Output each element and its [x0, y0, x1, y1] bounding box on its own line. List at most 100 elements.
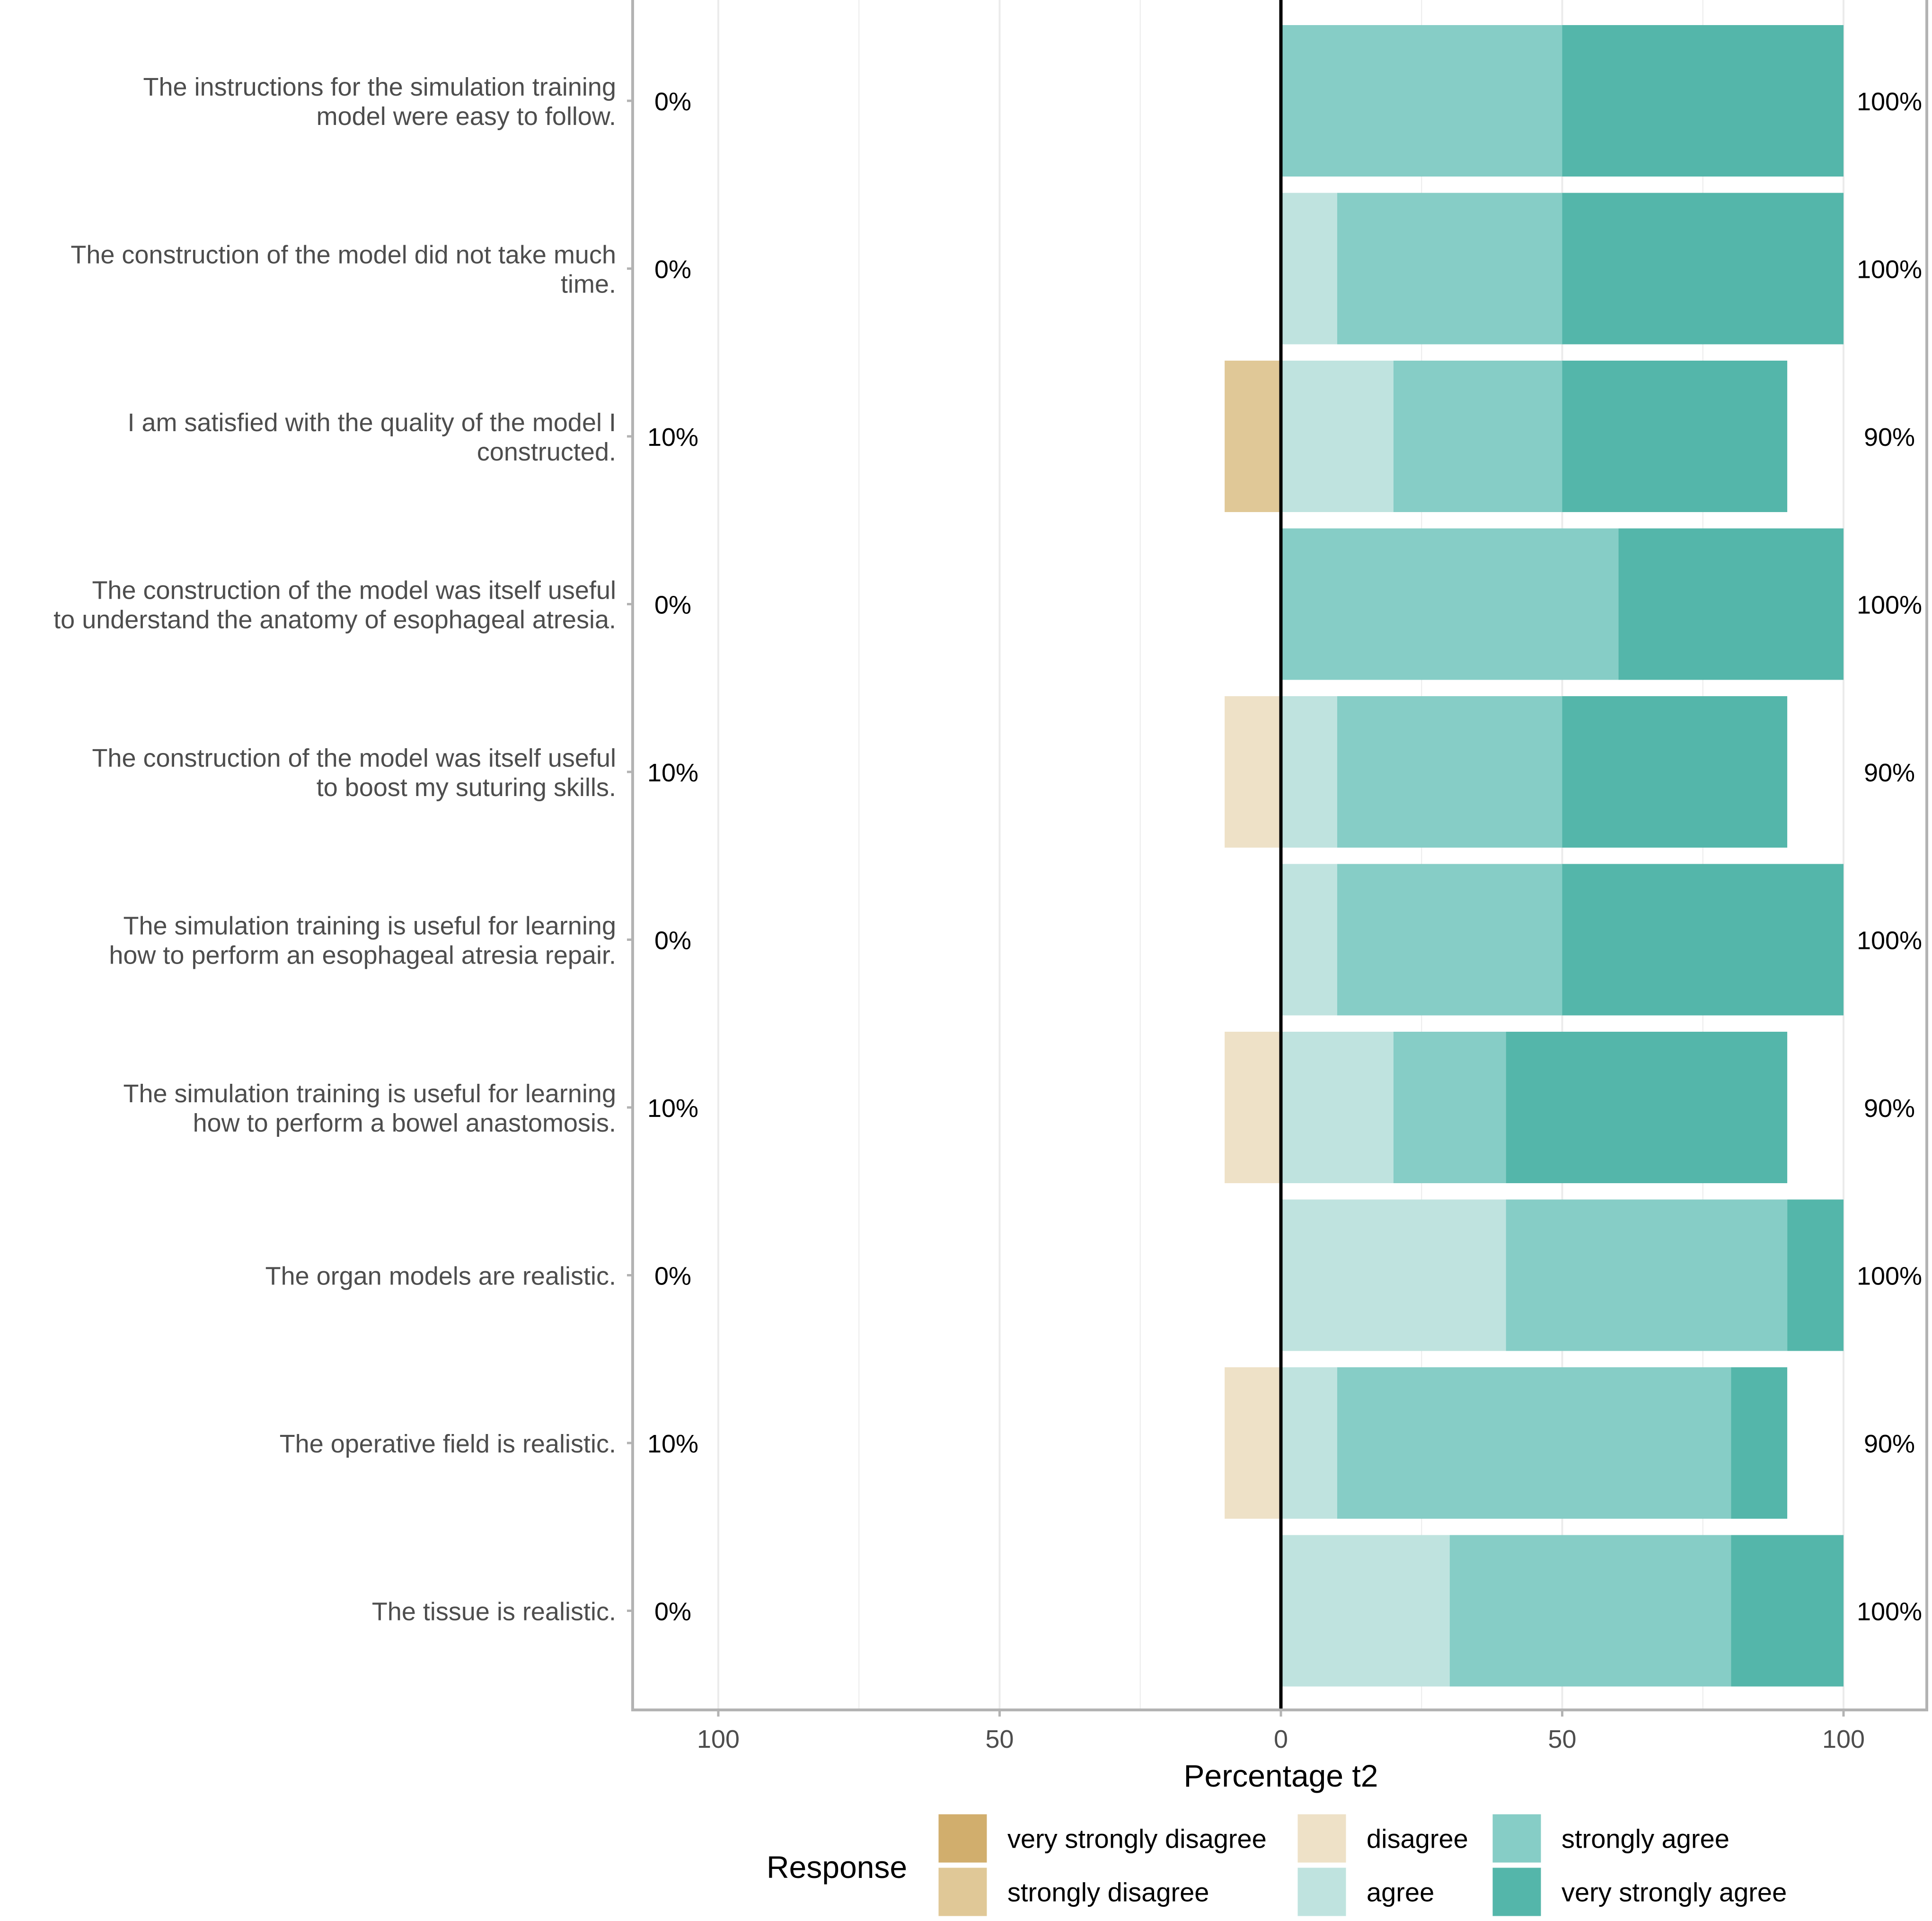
left-percent-label: 10%	[647, 423, 698, 451]
right-percent-label: 90%	[1864, 1094, 1915, 1123]
item-label-line: The construction of the model was itself…	[92, 576, 616, 605]
bar-agree	[1281, 864, 1337, 1016]
bar-disagree	[1225, 696, 1281, 848]
bar-strongly-agree	[1393, 361, 1562, 512]
bar-disagree	[1225, 1032, 1281, 1183]
bar-very-strongly-agree	[1731, 1535, 1844, 1687]
right-percent-label: 90%	[1864, 1430, 1915, 1458]
item-label: The instructions for the simulation trai…	[143, 73, 616, 131]
bar-strongly-disagree	[1225, 361, 1281, 512]
left-percent-label: 0%	[654, 1598, 691, 1626]
item-label-line: The organ models are realistic.	[265, 1262, 616, 1291]
bar-very-strongly-agree	[1562, 696, 1788, 848]
bar-strongly-agree	[1337, 864, 1562, 1016]
right-percent-label: 100%	[1857, 1262, 1922, 1291]
item-label: The simulation training is useful for le…	[109, 912, 616, 970]
item-label-line: The construction of the model was itself…	[92, 744, 616, 772]
item-label: The construction of the model was itself…	[53, 576, 616, 634]
bar-disagree	[1225, 1367, 1281, 1519]
item-label: The construction of the model was itself…	[92, 744, 616, 802]
legend-swatch-very-strongly-agree	[1491, 1866, 1543, 1918]
percent-labels: 0% 100% 0% 100% 10% 90% 0% 100% 10% 90% 0% 100% 10% 9…	[647, 88, 1922, 1626]
left-percent-label: 0%	[654, 256, 691, 284]
bar-strongly-agree	[1337, 1367, 1731, 1519]
bar-very-strongly-agree	[1618, 528, 1844, 680]
item-label: The operative field is realistic.	[280, 1430, 616, 1458]
right-percent-label: 90%	[1864, 759, 1915, 787]
right-percent-label: 100%	[1857, 591, 1922, 620]
legend-label: strongly agree	[1561, 1824, 1729, 1854]
bar-agree	[1281, 193, 1337, 345]
item-label-line: The simulation training is useful for le…	[123, 1080, 616, 1108]
item-label-line: The tissue is realistic.	[372, 1598, 616, 1626]
bars	[1225, 25, 1844, 1687]
x-tick-label: 50	[1548, 1725, 1576, 1753]
x-tick-label: 50	[985, 1725, 1014, 1753]
item-label-line: The operative field is realistic.	[280, 1430, 616, 1458]
item-label-line: how to perform an esophageal atresia rep…	[109, 941, 616, 970]
x-axis-title: Percentage t2	[1184, 1758, 1378, 1793]
bar-very-strongly-agree	[1562, 864, 1844, 1016]
left-percent-label: 0%	[654, 88, 691, 116]
item-label-line: The instructions for the simulation trai…	[143, 73, 616, 101]
bar-very-strongly-agree	[1506, 1032, 1788, 1183]
item-label-line: model were easy to follow.	[317, 102, 616, 131]
item-label: The construction of the model did not ta…	[71, 241, 616, 299]
bar-strongly-agree	[1337, 696, 1562, 848]
bar-strongly-agree	[1281, 528, 1619, 680]
legend-title: Response	[767, 1850, 907, 1885]
bar-strongly-agree	[1281, 25, 1562, 177]
bar-agree	[1281, 1032, 1394, 1183]
legend-label: very strongly agree	[1561, 1877, 1787, 1907]
bar-agree	[1281, 1199, 1506, 1351]
left-percent-label: 0%	[654, 1262, 691, 1291]
left-percent-label: 10%	[647, 759, 698, 787]
item-label: I am satisfied with the quality of the m…	[127, 408, 616, 466]
x-tick-label: 0	[1274, 1725, 1288, 1753]
legend-label: strongly disagree	[1007, 1877, 1209, 1907]
bar-agree	[1281, 361, 1394, 512]
left-percent-label: 0%	[654, 591, 691, 620]
x-axis: 100 50 0 50 100	[697, 1710, 1865, 1753]
item-label: The simulation training is useful for le…	[123, 1080, 616, 1137]
bar-strongly-agree	[1393, 1032, 1506, 1183]
x-tick-label: 100	[1822, 1725, 1865, 1753]
right-percent-label: 100%	[1857, 927, 1922, 955]
legend-label: disagree	[1367, 1824, 1468, 1854]
bar-agree	[1281, 1367, 1337, 1519]
item-label: The tissue is realistic.	[372, 1598, 616, 1626]
bar-strongly-agree	[1449, 1535, 1731, 1687]
item-labels: The instructions for the simulation trai…	[53, 73, 633, 1626]
bar-agree	[1281, 696, 1337, 848]
legend-label: agree	[1367, 1877, 1434, 1907]
bar-strongly-agree	[1337, 193, 1562, 345]
right-percent-label: 100%	[1857, 1598, 1922, 1626]
right-percent-label: 90%	[1864, 423, 1915, 451]
bar-agree	[1281, 1535, 1450, 1687]
right-percent-label: 100%	[1857, 256, 1922, 284]
legend-swatch-strongly-agree	[1491, 1813, 1543, 1864]
legend-label: very strongly disagree	[1007, 1824, 1267, 1854]
item-label-line: to boost my suturing skills.	[317, 773, 616, 802]
item-label-line: The construction of the model did not ta…	[71, 241, 616, 269]
bar-very-strongly-agree	[1562, 25, 1844, 177]
item-label: The organ models are realistic.	[265, 1262, 616, 1291]
legend: Response very strongly disagree strongly d…	[767, 1813, 1787, 1918]
left-percent-label: 10%	[647, 1094, 698, 1123]
left-percent-label: 10%	[647, 1430, 698, 1458]
item-label-line: The simulation training is useful for le…	[123, 912, 616, 940]
bar-very-strongly-agree	[1562, 193, 1844, 345]
bar-strongly-agree	[1506, 1199, 1788, 1351]
legend-swatch-strongly-disagree	[937, 1866, 988, 1918]
bar-very-strongly-agree	[1562, 361, 1788, 512]
left-percent-label: 0%	[654, 927, 691, 955]
item-label-line: how to perform a bowel anastomosis.	[193, 1109, 616, 1137]
item-label-line: I am satisfied with the quality of the m…	[127, 408, 616, 437]
bar-very-strongly-agree	[1787, 1199, 1844, 1351]
legend-swatch-agree	[1296, 1866, 1348, 1918]
bar-very-strongly-agree	[1731, 1367, 1788, 1519]
legend-swatch-very-strongly-disagree	[937, 1813, 988, 1864]
x-tick-label: 100	[697, 1725, 740, 1753]
item-label-line: time.	[561, 270, 616, 299]
